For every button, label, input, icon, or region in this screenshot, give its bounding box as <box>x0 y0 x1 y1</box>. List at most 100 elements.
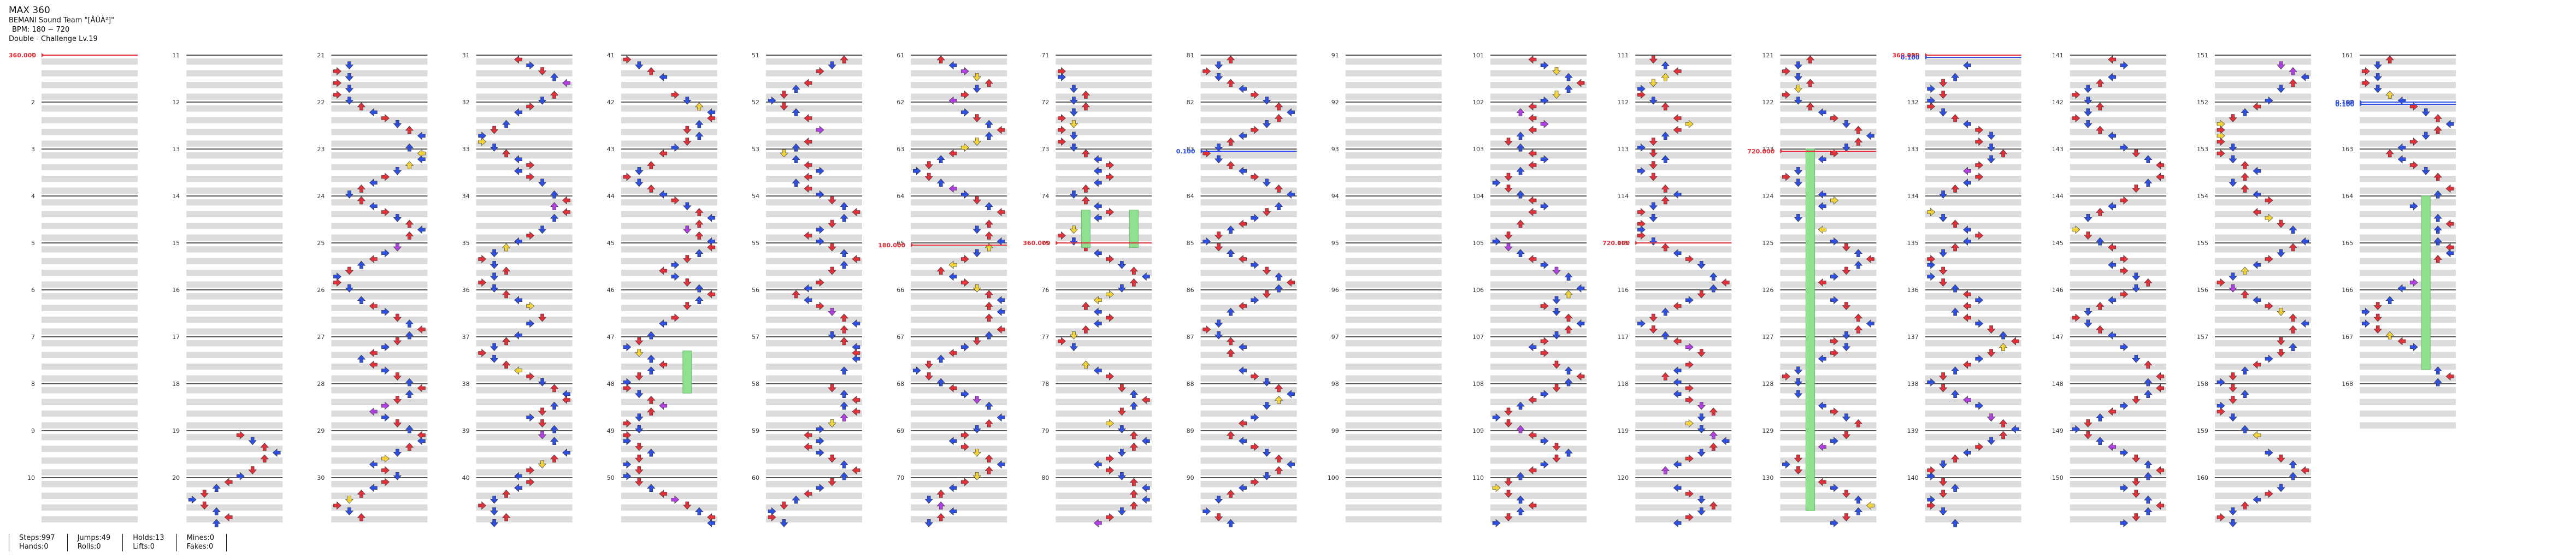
arrow-shape <box>1950 519 1960 527</box>
measure-number: 6 <box>31 287 35 294</box>
measure-number: 54 <box>752 193 759 200</box>
arrow-shape <box>936 513 945 521</box>
step-arrow <box>985 290 993 299</box>
arrow-shape <box>695 120 704 128</box>
beat-stripe <box>331 375 428 382</box>
arrow-shape <box>1866 501 1874 510</box>
arrow-shape <box>1287 390 1295 399</box>
arrow-shape <box>1564 378 1573 386</box>
beat-stripe <box>1780 293 1877 300</box>
step-arrow <box>816 67 824 76</box>
step-arrow <box>804 442 812 451</box>
arrow-shape <box>514 166 522 175</box>
step-arrow <box>1794 213 1803 222</box>
arrow-shape <box>1975 319 1984 328</box>
beat-stripe <box>621 58 717 65</box>
step-arrow <box>623 437 632 445</box>
step-arrow <box>804 231 812 240</box>
step-arrow <box>1492 237 1501 246</box>
beat-stripe <box>766 492 862 499</box>
beat-stripe <box>1345 504 1442 511</box>
beat-stripe <box>911 411 1007 417</box>
beat-stripe <box>1635 234 1732 241</box>
beat-stripe <box>1635 317 1732 323</box>
arrow-shape <box>1854 495 1863 504</box>
beat-stripe <box>1635 93 1732 100</box>
step-arrow <box>1540 202 1549 211</box>
step-arrow <box>2132 490 2141 498</box>
beat-stripe <box>1056 504 1152 511</box>
stat-fakes: Fakes:0 <box>186 543 214 551</box>
step-arrow <box>683 202 692 211</box>
beat-stripe <box>1635 223 1732 229</box>
step-arrow <box>2241 366 2249 375</box>
step-arrow <box>1842 343 1851 352</box>
beat-stripe <box>1345 516 1442 522</box>
step-arrow <box>478 137 487 146</box>
beat-stripe <box>1056 340 1152 347</box>
step-arrow <box>357 354 366 363</box>
beat-stripe <box>621 387 717 394</box>
step-arrow <box>2361 67 2370 76</box>
step-arrow <box>792 495 800 504</box>
arrow-shape <box>1854 260 1863 269</box>
step-arrow <box>393 472 402 480</box>
step-arrow <box>1950 454 1960 463</box>
step-arrow <box>852 407 860 416</box>
step-arrow <box>1262 120 1271 128</box>
step-arrow <box>502 149 511 158</box>
arrow-shape <box>2241 501 2249 510</box>
measure-number: 28 <box>317 380 325 388</box>
arrow-shape <box>948 149 957 158</box>
measure-number: 125 <box>1762 240 1773 247</box>
step-arrow <box>1226 349 1235 357</box>
step-arrow <box>2072 114 2080 123</box>
arrow-shape <box>1842 302 1851 310</box>
beat-stripe <box>1056 411 1152 417</box>
step-arrow <box>2120 484 2129 492</box>
beat-stripe <box>476 140 573 147</box>
step-arrow <box>1117 507 1127 516</box>
measure-number: 76 <box>1041 287 1049 294</box>
measure-number: 15 <box>172 240 180 247</box>
step-arrow <box>2409 137 2418 146</box>
arrow-shape <box>683 96 692 105</box>
step-arrow <box>1552 454 1561 463</box>
arrow-shape <box>1637 90 1646 99</box>
arrow-shape <box>635 61 644 70</box>
step-arrow <box>2108 202 2117 211</box>
step-arrow <box>1251 296 1259 305</box>
arrow-shape <box>1069 108 1078 117</box>
arrow-shape <box>1637 143 1646 152</box>
arrow-shape <box>2265 448 2273 457</box>
step-arrow <box>1685 513 1694 522</box>
step-arrow <box>1239 132 1247 140</box>
beat-stripe <box>621 364 717 370</box>
step-arrow <box>381 249 390 258</box>
stats-cell: Holds:13 Lifts:0 <box>122 534 177 551</box>
step-arrow <box>1540 301 1549 311</box>
arrow-shape <box>912 166 921 175</box>
beat-stripe <box>1925 375 2021 382</box>
measure-number: 161 <box>2342 52 2353 59</box>
beat-stripe <box>2070 340 2166 347</box>
arrow-shape <box>2120 143 2129 152</box>
beat-stripe <box>1056 352 1152 358</box>
step-arrow <box>1794 390 1803 399</box>
step-arrow <box>1141 395 1150 405</box>
arrow-shape <box>1794 454 1803 463</box>
measure-number: 49 <box>607 427 615 435</box>
arrow-shape <box>2156 173 2165 181</box>
step-arrow <box>623 419 632 428</box>
arrow-shape <box>1685 254 1694 264</box>
arrow-shape <box>2277 454 2285 463</box>
measure-number: 21 <box>317 52 325 59</box>
step-arrow <box>417 325 426 334</box>
arrow-shape <box>647 407 656 416</box>
beat-stripe <box>1056 317 1152 323</box>
arrow-shape <box>2217 513 2225 522</box>
step-arrow <box>2421 108 2430 117</box>
arrow-shape <box>840 325 848 334</box>
arrow-shape <box>1927 272 1936 281</box>
arrow-shape <box>1661 372 1670 380</box>
